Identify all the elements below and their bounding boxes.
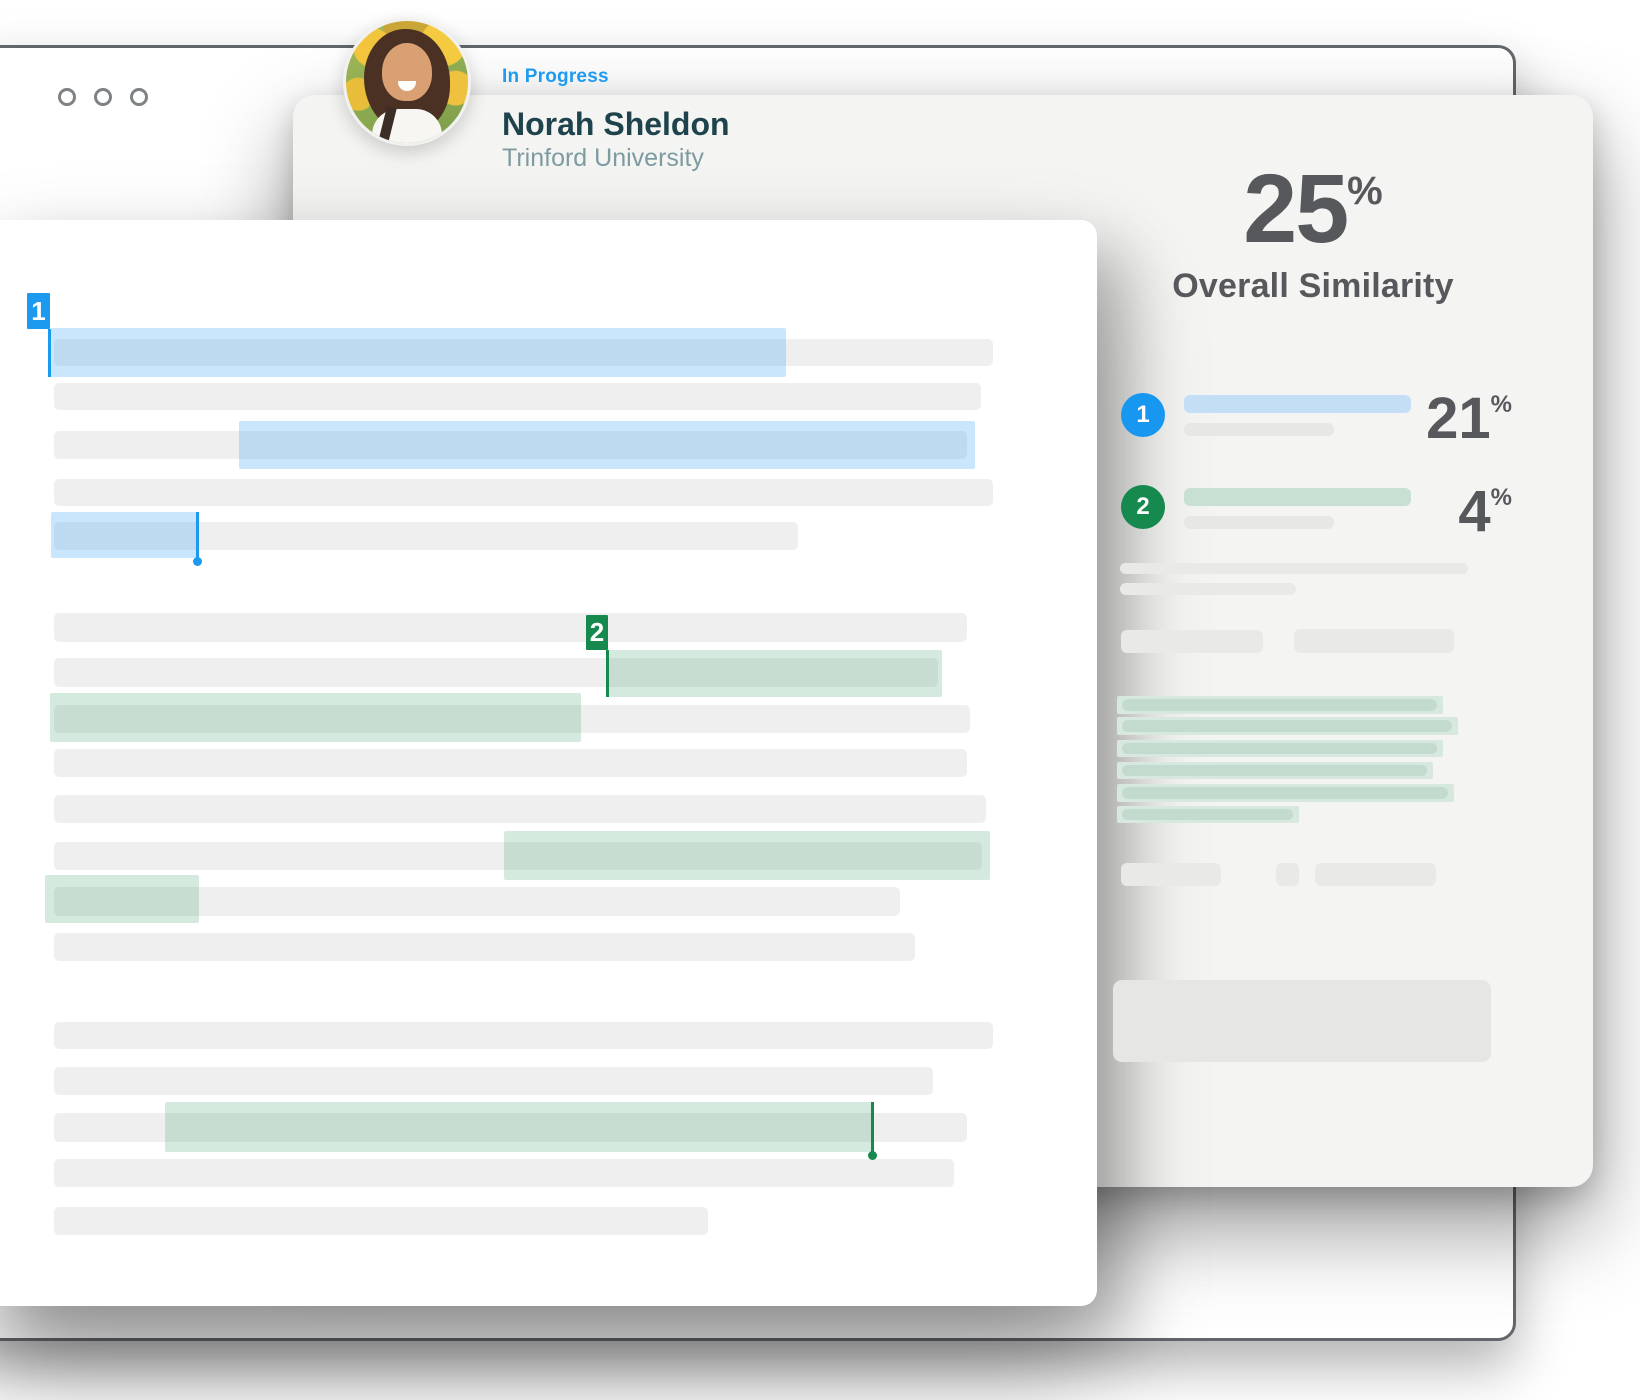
source-2-percent: 4% <box>1458 479 1512 544</box>
doc-text-line-placeholder <box>54 383 981 410</box>
blue-similarity-highlight[interactable] <box>239 421 975 469</box>
skeleton-bar <box>1121 630 1263 653</box>
doc-text-line-placeholder <box>54 339 993 366</box>
student-organization: Trinford University <box>502 144 704 172</box>
skeleton-green-match-line <box>1117 740 1443 757</box>
overall-similarity-value: 25% <box>1117 160 1509 257</box>
student-name: Norah Sheldon <box>502 106 730 142</box>
skeleton-green-match-line-inner <box>1122 765 1427 776</box>
skeleton-green-match-line <box>1117 806 1299 823</box>
green-similarity-highlight[interactable] <box>608 650 942 697</box>
skeleton-green-match-line <box>1117 762 1433 779</box>
window-control-dot[interactable] <box>94 88 112 106</box>
doc-text-line-placeholder <box>54 431 967 459</box>
avatar-face <box>382 43 432 101</box>
percent-sign: % <box>1347 169 1383 213</box>
panel-action-placeholder[interactable] <box>1113 980 1491 1062</box>
highlight-badge-2[interactable]: 2 <box>586 615 608 650</box>
source-1-marker[interactable]: 1 <box>1121 393 1165 437</box>
skeleton-green-match-line <box>1117 784 1454 802</box>
blue-similarity-highlight[interactable] <box>50 328 786 377</box>
overall-similarity-summary: 25% Overall Similarity <box>1117 160 1509 306</box>
skeleton-green-match-line-inner <box>1122 809 1293 820</box>
green-similarity-highlight[interactable] <box>50 693 581 742</box>
doc-text-line-placeholder <box>54 1113 967 1142</box>
doc-text-line-placeholder <box>54 1207 708 1235</box>
skeleton-green-match-line <box>1117 696 1443 714</box>
source-1-bar[interactable] <box>1184 395 1411 413</box>
doc-text-line-placeholder <box>54 705 970 733</box>
overall-similarity-label: Overall Similarity <box>1172 267 1454 305</box>
doc-text-line-placeholder <box>54 479 993 506</box>
skeleton-bar <box>1120 563 1468 574</box>
doc-text-line-placeholder <box>54 1067 933 1095</box>
blue-highlight-caret <box>196 512 199 559</box>
source-1-number: 1 <box>1136 401 1150 428</box>
source-1-percent: 21% <box>1426 386 1512 451</box>
skeleton-bar <box>1120 583 1296 595</box>
skeleton-green-match-line-inner <box>1122 699 1437 711</box>
avatar <box>343 18 471 146</box>
doc-text-line-placeholder <box>54 842 982 870</box>
skeleton-green-match-line-inner <box>1122 720 1452 732</box>
doc-text-line-placeholder <box>54 1022 993 1049</box>
doc-text-line-placeholder <box>54 1159 954 1187</box>
source-2-subbar <box>1184 516 1334 529</box>
doc-text-line-placeholder <box>54 613 967 642</box>
doc-text-line-placeholder <box>54 749 967 777</box>
blue-highlight-caret-dot <box>193 557 202 566</box>
blue-highlight-caret <box>48 329 51 377</box>
green-highlight-caret <box>871 1102 874 1153</box>
blue-similarity-highlight[interactable] <box>51 512 199 558</box>
window-control-dot[interactable] <box>58 88 76 106</box>
skeleton-green-match-line-inner <box>1122 787 1448 799</box>
doc-text-line-placeholder <box>54 795 986 823</box>
doc-text-line-placeholder <box>54 522 798 550</box>
skeleton-bar <box>1294 629 1454 653</box>
skeleton-green-match-line-inner <box>1122 743 1437 754</box>
doc-text-line-placeholder <box>54 658 938 687</box>
green-highlight-caret-dot <box>868 1151 877 1160</box>
skeleton-green-match-line <box>1117 717 1458 735</box>
skeleton-bar <box>1276 863 1299 886</box>
window-control-dot[interactable] <box>130 88 148 106</box>
source-2-marker[interactable]: 2 <box>1121 485 1165 529</box>
green-similarity-highlight[interactable] <box>45 875 199 923</box>
skeleton-bar <box>1121 863 1221 886</box>
status-badge: In Progress <box>502 66 609 87</box>
window-controls <box>58 88 148 106</box>
green-similarity-highlight[interactable] <box>504 831 990 880</box>
highlight-badge-1[interactable]: 1 <box>27 293 50 329</box>
skeleton-bar <box>1315 863 1436 886</box>
overall-similarity-number: 25 <box>1243 154 1349 263</box>
doc-text-line-placeholder <box>54 887 900 916</box>
green-highlight-caret <box>606 650 609 697</box>
green-similarity-highlight[interactable] <box>165 1102 874 1152</box>
avatar-smile <box>398 81 416 91</box>
doc-text-line-placeholder <box>54 933 915 961</box>
source-2-number: 2 <box>1136 493 1150 520</box>
source-2-bar[interactable] <box>1184 488 1411 506</box>
source-1-subbar <box>1184 423 1334 436</box>
